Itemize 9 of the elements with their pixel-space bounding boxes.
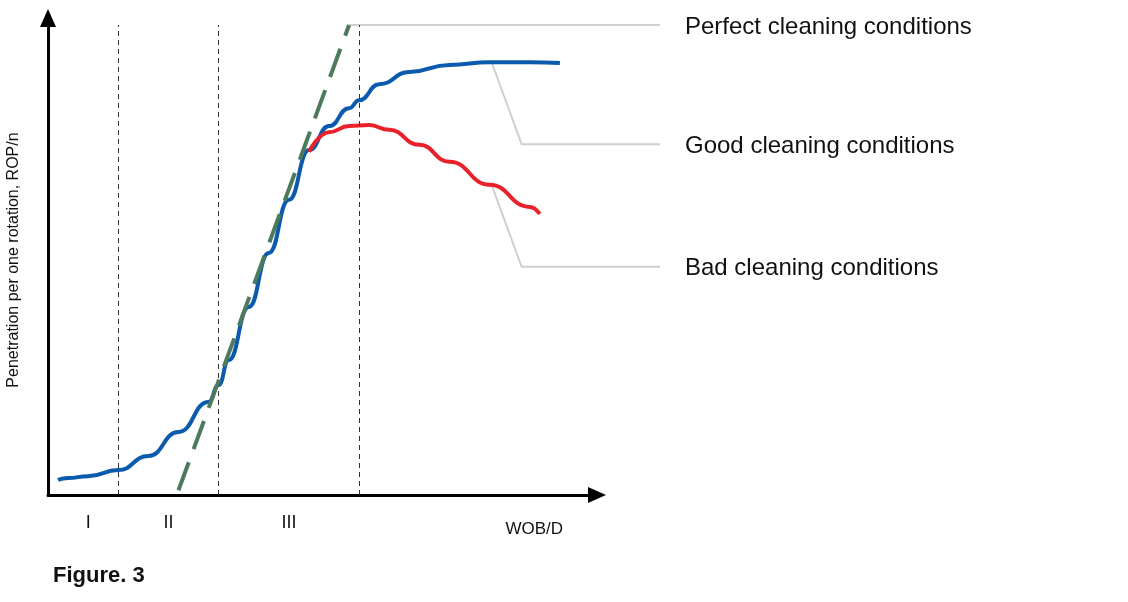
y-axis-title: Penetration per one rotation, ROP/n [3, 132, 21, 388]
x-axis-title: WOB/D [505, 518, 563, 538]
x-tick-label: III [281, 512, 297, 532]
x-tick-label: I [85, 512, 91, 532]
text: Figure. 3 [53, 561, 145, 587]
text: Good cleaning conditions [685, 130, 955, 158]
x-tick-label: II [163, 512, 174, 532]
text: Perfect cleaning conditions [685, 11, 972, 39]
text: Bad cleaning conditions [685, 253, 939, 281]
